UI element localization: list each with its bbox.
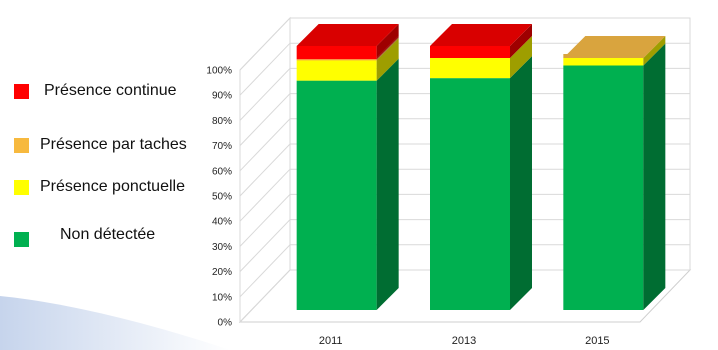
y-tick-label: 40% [212, 217, 232, 228]
gridline [239, 17, 690, 71]
gridline [239, 93, 690, 146]
gridline [239, 193, 690, 247]
y-tick-label: 100% [206, 66, 232, 77]
legend-label-presence-par-taches: Présence par taches [40, 136, 187, 153]
bar-2015-side [643, 43, 666, 311]
legend: Présence continue Présence par taches Pr… [0, 0, 230, 350]
y-tick-label: 90% [212, 91, 232, 102]
legend-label-non-detectee: Non détectée [60, 226, 156, 243]
bar-2011-front [296, 58, 377, 60]
bar-2011-cap-side [376, 24, 399, 58]
legend-swatch-non-detectee [14, 232, 29, 247]
y-tick-label: 70% [212, 141, 232, 152]
bar-2013-front [430, 58, 510, 79]
y-tick-label: 20% [212, 267, 232, 278]
bar-2015-side [643, 36, 666, 66]
y-tick-label: 0% [218, 318, 233, 329]
bar-2013-front [430, 78, 510, 310]
gridline [239, 269, 690, 323]
bar-2013-cap-front [430, 46, 510, 58]
bar-2013-top [430, 24, 532, 46]
bar-2015-front [563, 58, 644, 66]
gridline [239, 219, 690, 272]
gridline [239, 67, 690, 121]
bar-2013-cap-side [510, 24, 532, 58]
bar-2015-front [563, 65, 644, 310]
bar-2013-side [510, 36, 532, 79]
gridline [239, 143, 690, 197]
gridline [239, 244, 690, 298]
bar-2011-side [376, 37, 399, 61]
bar-2011-top [296, 24, 399, 46]
legend-swatch-presence-continue [14, 84, 29, 99]
bar-2011-cap-front [296, 46, 377, 58]
x-tick-label-2013: 2013 [452, 335, 476, 347]
bar-2011-side [376, 36, 399, 60]
y-tick-label: 50% [212, 192, 232, 203]
gridline [239, 118, 690, 172]
legend-label-presence-ponctuelle: Présence ponctuelle [40, 178, 185, 195]
gridline [239, 168, 690, 222]
bar-2015-top-front [563, 54, 644, 58]
bar-2011-front [296, 60, 377, 81]
legend-label-presence-continue: Présence continue [44, 82, 177, 99]
bar-2011-front [296, 80, 377, 311]
y-tick-label: 80% [212, 116, 232, 127]
legend-swatch-presence-par-taches [14, 138, 29, 153]
y-tick-label: 30% [212, 242, 232, 253]
y-tick-label: 10% [212, 292, 232, 303]
x-tick-label-2015: 2015 [585, 335, 609, 347]
x-tick-label-2011: 2011 [319, 335, 343, 347]
gridline [239, 42, 690, 96]
bar-2011-front [296, 59, 377, 61]
bar-2011-side [376, 38, 399, 81]
bar-2013-side [510, 56, 532, 310]
bar-2015-top [563, 36, 666, 58]
bar-2011-side [376, 58, 399, 311]
y-tick-label: 60% [212, 166, 232, 177]
legend-swatch-presence-ponctuelle [14, 180, 29, 195]
